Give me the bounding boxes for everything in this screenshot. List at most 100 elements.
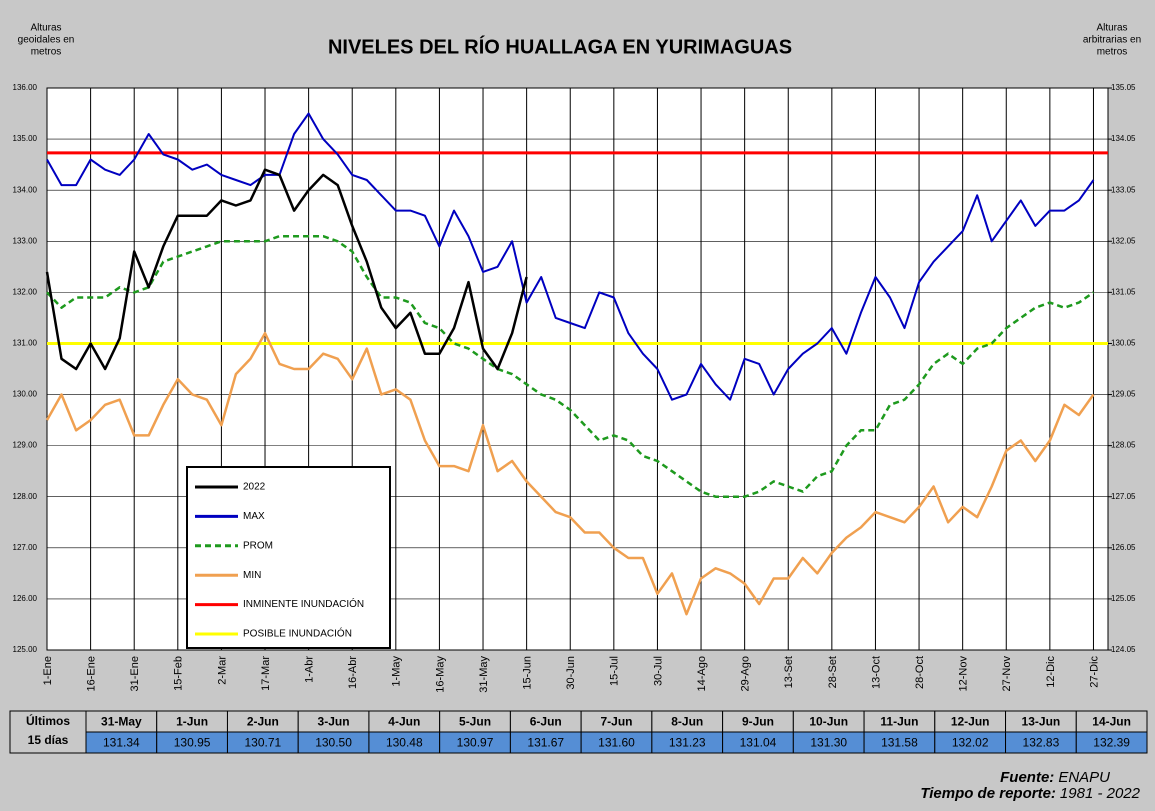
table-date: 1-Jun [176,715,208,729]
table-date: 7-Jun [600,715,632,729]
y2-tick-label: 126.05 [1111,543,1136,552]
x-tick-label: 16-Ene [86,656,98,691]
table-date: 2-Jun [247,715,279,729]
table-value: 130.95 [174,736,211,750]
y2-tick-label: 124.05 [1111,645,1136,654]
table-value: 131.04 [740,736,777,750]
x-tick-label: 15-Feb [173,656,185,691]
table-value: 130.48 [386,736,423,750]
table-value: 130.97 [457,736,494,750]
y2-tick-label: 130.05 [1111,339,1136,348]
table-date: 9-Jun [742,715,774,729]
y2-tick-label: 133.05 [1111,185,1136,194]
y-tick-label: 131.00 [13,339,38,348]
table-value: 131.23 [669,736,706,750]
x-tick-label: 16-May [434,656,446,693]
y-tick-label: 130.00 [13,390,38,399]
y-axis-label: Alturas [30,23,61,34]
table-date: 8-Jun [671,715,703,729]
table-value: 132.02 [952,736,989,750]
legend-label: MAX [243,511,265,522]
table-date: 14-Jun [1092,715,1131,729]
x-tick-label: 30-Jun [565,656,577,690]
series-line [45,168,528,371]
footer-source-label: Fuente: [1000,769,1054,786]
table-date: 31-May [101,715,142,729]
series-line [46,234,1095,498]
legend-label: POSIBLE INUNDACIÓN [243,627,352,640]
legend [186,466,391,649]
x-tick-label: 13-Set [783,656,795,688]
table-value: 131.58 [881,736,918,750]
y2-tick-label: 134.05 [1111,134,1136,143]
x-tick-label: 30-Jul [652,656,664,686]
x-tick-label: 1-Abr [304,656,316,683]
x-tick-label: 31-Ene [129,656,141,691]
x-tick-label: 29-Ago [740,656,752,691]
y2-tick-label: 132.05 [1111,236,1136,245]
y-tick-label: 128.00 [13,492,38,501]
table-value: 132.39 [1093,736,1130,750]
legend-label: 2022 [243,482,266,493]
table-date: 11-Jun [880,715,918,729]
footer-period-label: Tiempo de reporte: [920,785,1056,802]
footer-period: Tiempo de reporte: 1981 - 2022 [920,785,1140,802]
y2-axis-label: metros [1097,47,1128,58]
series-line [45,331,1095,616]
x-tick-label: 27-Dic [1088,656,1100,688]
y-tick-label: 136.00 [13,83,38,92]
x-tick-label: 28-Set [827,656,839,688]
y-tick-label: 133.00 [13,236,38,245]
y-axis-label: metros [31,47,62,58]
footer-period-value: 1981 - 2022 [1060,785,1141,802]
y2-axis-label: Alturas [1096,23,1127,34]
x-tick-label: 15-Jun [522,656,534,690]
x-tick-label: 13-Oct [870,656,882,689]
x-tick-label: 2-Mar [216,656,228,685]
x-tick-label: 15-Jul [609,656,621,686]
y-tick-label: 135.00 [13,134,38,143]
x-tick-label: 1-Ene [42,656,54,685]
y-tick-label: 134.00 [13,185,38,194]
x-tick-label: 27-Nov [1001,656,1013,692]
table-value: 132.83 [1023,736,1060,750]
x-tick-label: 12-Dic [1045,656,1057,688]
x-tick-label: 12-Nov [958,656,970,692]
table-date: 10-Jun [809,715,848,729]
table-date: 3-Jun [318,715,350,729]
y2-axis-label: arbitrarias en [1083,35,1141,46]
y2-tick-label: 125.05 [1111,594,1136,603]
table-date: 12-Jun [951,715,990,729]
table-date: 13-Jun [1022,715,1061,729]
table-date: 5-Jun [459,715,491,729]
y-tick-label: 127.00 [13,543,38,552]
table-value: 130.71 [244,736,281,750]
x-tick-label: 1-May [391,656,403,687]
x-tick-label: 31-May [478,656,490,693]
table-header: Últimos [26,713,70,728]
y2-tick-label: 135.05 [1111,83,1136,92]
y-tick-label: 126.00 [13,594,38,603]
table-value: 130.50 [315,736,352,750]
x-tick-label: 14-Ago [696,656,708,691]
x-tick-label: 17-Mar [260,656,272,691]
footer-source-value: ENAPU [1058,769,1110,786]
table-value-cell [1075,731,1148,754]
legend-label: MIN [243,570,261,581]
legend-label: INMINENTE INUNDACIÓN [243,597,364,610]
x-tick-label: 16-Abr [347,656,359,689]
series-line [46,112,1095,401]
table-date: 4-Jun [388,715,420,729]
x-tick-label: 28-Oct [914,656,926,689]
footer-source: Fuente: ENAPU [1000,769,1110,786]
table-value: 131.60 [598,736,635,750]
y-tick-label: 129.00 [13,441,38,450]
table-value: 131.67 [527,736,564,750]
legend-label: PROM [243,540,273,551]
y-tick-label: 132.00 [13,287,38,296]
table-header: 15 días [28,733,69,747]
table-date: 6-Jun [530,715,562,729]
y2-tick-label: 127.05 [1111,492,1136,501]
y2-tick-label: 131.05 [1111,287,1136,296]
